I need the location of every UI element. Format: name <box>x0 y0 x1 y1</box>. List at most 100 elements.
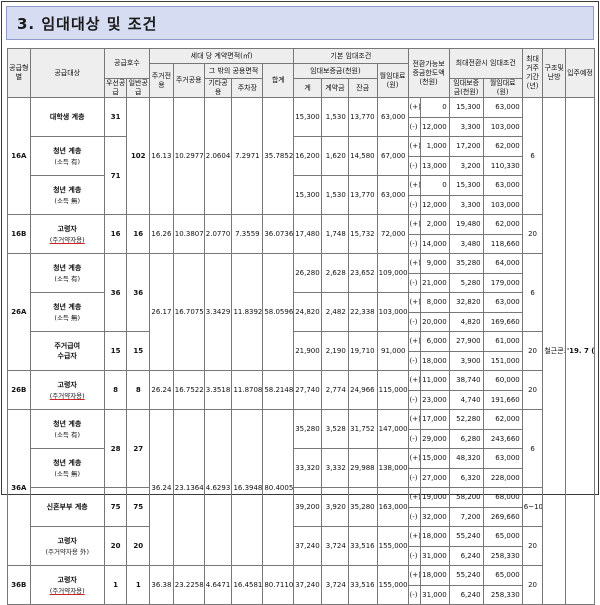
deposit-total-cell: 37,240 <box>293 565 323 605</box>
parking-area-cell: 7.2971 <box>231 97 264 215</box>
conv-limit-cell: 12,000 <box>419 194 450 215</box>
conv-sign-cell: (-) <box>407 272 421 293</box>
monthly-rent-cell: 163,000 <box>376 487 409 527</box>
monthly-rent-cell: 91,000 <box>376 331 409 371</box>
balance-cell: 23,652 <box>347 253 378 293</box>
conv-deposit-cell: 7,200 <box>448 506 484 527</box>
conv-limit-cell: 12,000 <box>419 116 450 137</box>
monthly-rent-cell: 155,000 <box>376 526 409 566</box>
header-area-group: 세대 당 계약면적(㎡) <box>149 48 295 64</box>
table-row: (-) 23,000 4,740 191,660 <box>8 389 595 410</box>
general-supply-cell: 102 <box>126 97 151 215</box>
table-row: 26A 청년 계층 (소득 有) 36 36 26.17 16.7075 3.34… <box>7 253 595 371</box>
priority-supply-cell: 75 <box>103 487 128 527</box>
header-residential-exclusive: 주거전용 <box>149 63 174 98</box>
header-residential-common: 주거공용 <box>172 63 205 98</box>
exclusive-area-cell: 26.17 <box>149 253 174 371</box>
conv-limit-cell: 32,000 <box>419 506 450 527</box>
conv-limit-cell: 0 <box>419 175 450 196</box>
priority-supply-cell: 28 <box>103 409 128 488</box>
conv-deposit-cell: 15,300 <box>448 175 484 196</box>
table-row: (-) 20,000 4,820 169,660 <box>8 311 595 332</box>
header-basic-terms: 기본 임대조건 <box>293 48 409 64</box>
conv-limit-cell: 9,000 <box>419 253 450 274</box>
general-supply-cell: 75 <box>126 487 151 527</box>
target-label: 신혼부부 계층 <box>46 503 88 511</box>
header-other-common: 기타공용 <box>203 78 233 98</box>
conv-limit-cell: 17,000 <box>419 409 450 430</box>
conv-limit-cell: 6,000 <box>419 331 450 352</box>
header-supply-target: 공급대상 <box>29 48 105 98</box>
table-row: 16A 대학생 계층 31 102 16.13 10.2977 2.0604 7… <box>7 97 595 605</box>
target-sub-label: (소득 有) <box>54 275 81 283</box>
monthly-rent-cell: 138,000 <box>376 448 409 488</box>
target-label: 청년 계층 <box>53 186 82 194</box>
supply-target-cell: 청년 계층 (소득 無) <box>29 175 105 215</box>
contract-money-cell: 2,628 <box>321 253 349 293</box>
target-sub-label: 수급자 <box>57 352 77 360</box>
conv-deposit-cell: 52,280 <box>448 409 484 430</box>
conv-limit-cell: 29,000 <box>419 428 450 449</box>
conv-sign-cell: (-) <box>407 233 421 254</box>
max-period-cell: 6~10 <box>521 487 544 527</box>
conv-deposit-cell: 17,200 <box>448 136 484 157</box>
deposit-total-cell: 37,240 <box>293 526 323 566</box>
contract-money-cell: 1,748 <box>321 214 349 254</box>
balance-cell: 13,770 <box>347 97 378 137</box>
general-supply-cell: 20 <box>126 526 151 566</box>
deposit-total-cell: 16,200 <box>293 136 323 176</box>
target-label: 대학생 계층 <box>49 113 85 121</box>
conv-sign-cell: (-) <box>407 350 421 371</box>
supply-target-cell: 대학생 계층 <box>29 97 105 137</box>
general-supply-cell: 8 <box>126 370 151 410</box>
header-area-total: 합계 <box>262 63 295 98</box>
header-conv-deposit: 임대보증금(천원) <box>448 78 484 98</box>
target-label: 청년 계층 <box>53 303 82 311</box>
general-supply-cell: 15 <box>126 331 151 371</box>
conv-rent-cell: 65,000 <box>482 565 523 586</box>
conv-rent-cell: 63,000 <box>482 175 523 196</box>
exclusive-area-cell: 36.38 <box>149 565 174 605</box>
parking-area-cell: 11.8708 <box>231 370 264 410</box>
exclusive-area-cell: 36.24 <box>149 409 174 566</box>
target-label: 고령자 <box>57 576 77 584</box>
section-title: 3. 임대대상 및 조건 <box>17 14 158 33</box>
conv-sign-cell: (-) <box>407 506 421 527</box>
conv-sign-cell: (-) <box>407 545 421 566</box>
deposit-total-cell: 27,740 <box>293 370 323 410</box>
conv-rent-cell: 62,000 <box>482 214 523 235</box>
conv-rent-cell: 62,000 <box>482 409 523 430</box>
balance-cell: 33,516 <box>347 526 378 566</box>
table-row: 청년 계층 (소득 有) 71 16,200 1,620 14,580 67,00… <box>8 136 595 215</box>
exclusive-area-cell: 26.24 <box>149 370 174 410</box>
header-structure: 구조및난방 <box>542 48 566 98</box>
supply-target-cell: 주거급여 수급자 <box>29 331 105 371</box>
deposit-total-cell: 15,300 <box>293 97 323 137</box>
conv-rent-cell: 118,660 <box>482 233 523 254</box>
parking-area-cell: 11.8392 <box>231 253 264 371</box>
conv-sign-cell: (-) <box>407 584 421 605</box>
conv-rent-cell: 258,330 <box>482 584 523 605</box>
balance-cell: 24,966 <box>347 370 378 410</box>
conv-rent-cell: 68,000 <box>482 487 523 508</box>
conv-deposit-cell: 3,480 <box>448 233 484 254</box>
other-common-cell: 2.0770 <box>203 214 233 254</box>
target-sub-label: (소득 無) <box>54 470 81 478</box>
supply-type-cell: 26A <box>7 253 31 371</box>
parking-area-cell: 16.3948 <box>231 409 264 566</box>
conv-deposit-cell: 35,280 <box>448 253 484 274</box>
table-row: (-) 21,000 5,280 179,000 <box>8 272 595 293</box>
monthly-rent-cell: 147,000 <box>376 409 409 449</box>
conv-rent-cell: 103,000 <box>482 116 523 137</box>
conv-limit-cell: 8,000 <box>419 292 450 313</box>
supply-type-cell: 36B <box>7 565 31 605</box>
common-area-cell: 23.2258 <box>172 565 205 605</box>
header-move-in: 입주예정 <box>565 48 595 98</box>
conv-deposit-cell: 19,480 <box>448 214 484 235</box>
conv-rent-cell: 151,000 <box>482 350 523 371</box>
monthly-rent-cell: 72,000 <box>376 214 409 254</box>
table-row: 주거급여 수급자 15 15 21,900 2,190 19,710 91,000… <box>8 331 595 371</box>
conv-rent-cell: 61,000 <box>482 331 523 352</box>
target-label: 고령자 <box>57 381 77 389</box>
conv-rent-cell: 258,330 <box>482 545 523 566</box>
